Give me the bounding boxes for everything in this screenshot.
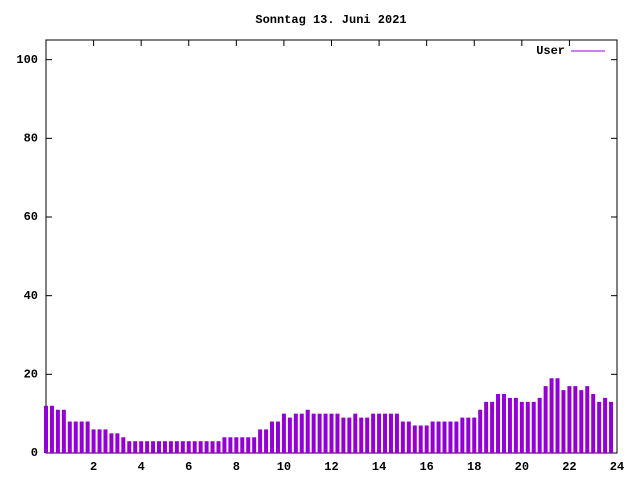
y-tick-label: 100 — [16, 53, 38, 67]
chart-title: Sonntag 13. Juni 2021 — [255, 13, 406, 27]
legend-label: User — [536, 44, 565, 58]
x-tick-label: 10 — [277, 460, 291, 474]
x-tick-label: 16 — [419, 460, 433, 474]
y-tick-label: 60 — [24, 210, 38, 224]
x-tick-label: 8 — [233, 460, 240, 474]
y-tick-label: 20 — [24, 368, 38, 382]
x-tick-label: 22 — [562, 460, 576, 474]
x-tick-label: 12 — [324, 460, 338, 474]
x-tick-label: 20 — [515, 460, 529, 474]
y-tick-label: 40 — [24, 289, 38, 303]
y-tick-label: 0 — [31, 446, 38, 460]
x-tick-label: 2 — [90, 460, 97, 474]
x-tick-label: 14 — [372, 460, 386, 474]
x-tick-label: 24 — [610, 460, 624, 474]
x-tick-label: 4 — [138, 460, 145, 474]
plot-frame — [45, 39, 618, 454]
y-tick-label: 80 — [24, 132, 38, 146]
x-tick-label: 18 — [467, 460, 481, 474]
x-tick-label: 6 — [185, 460, 192, 474]
